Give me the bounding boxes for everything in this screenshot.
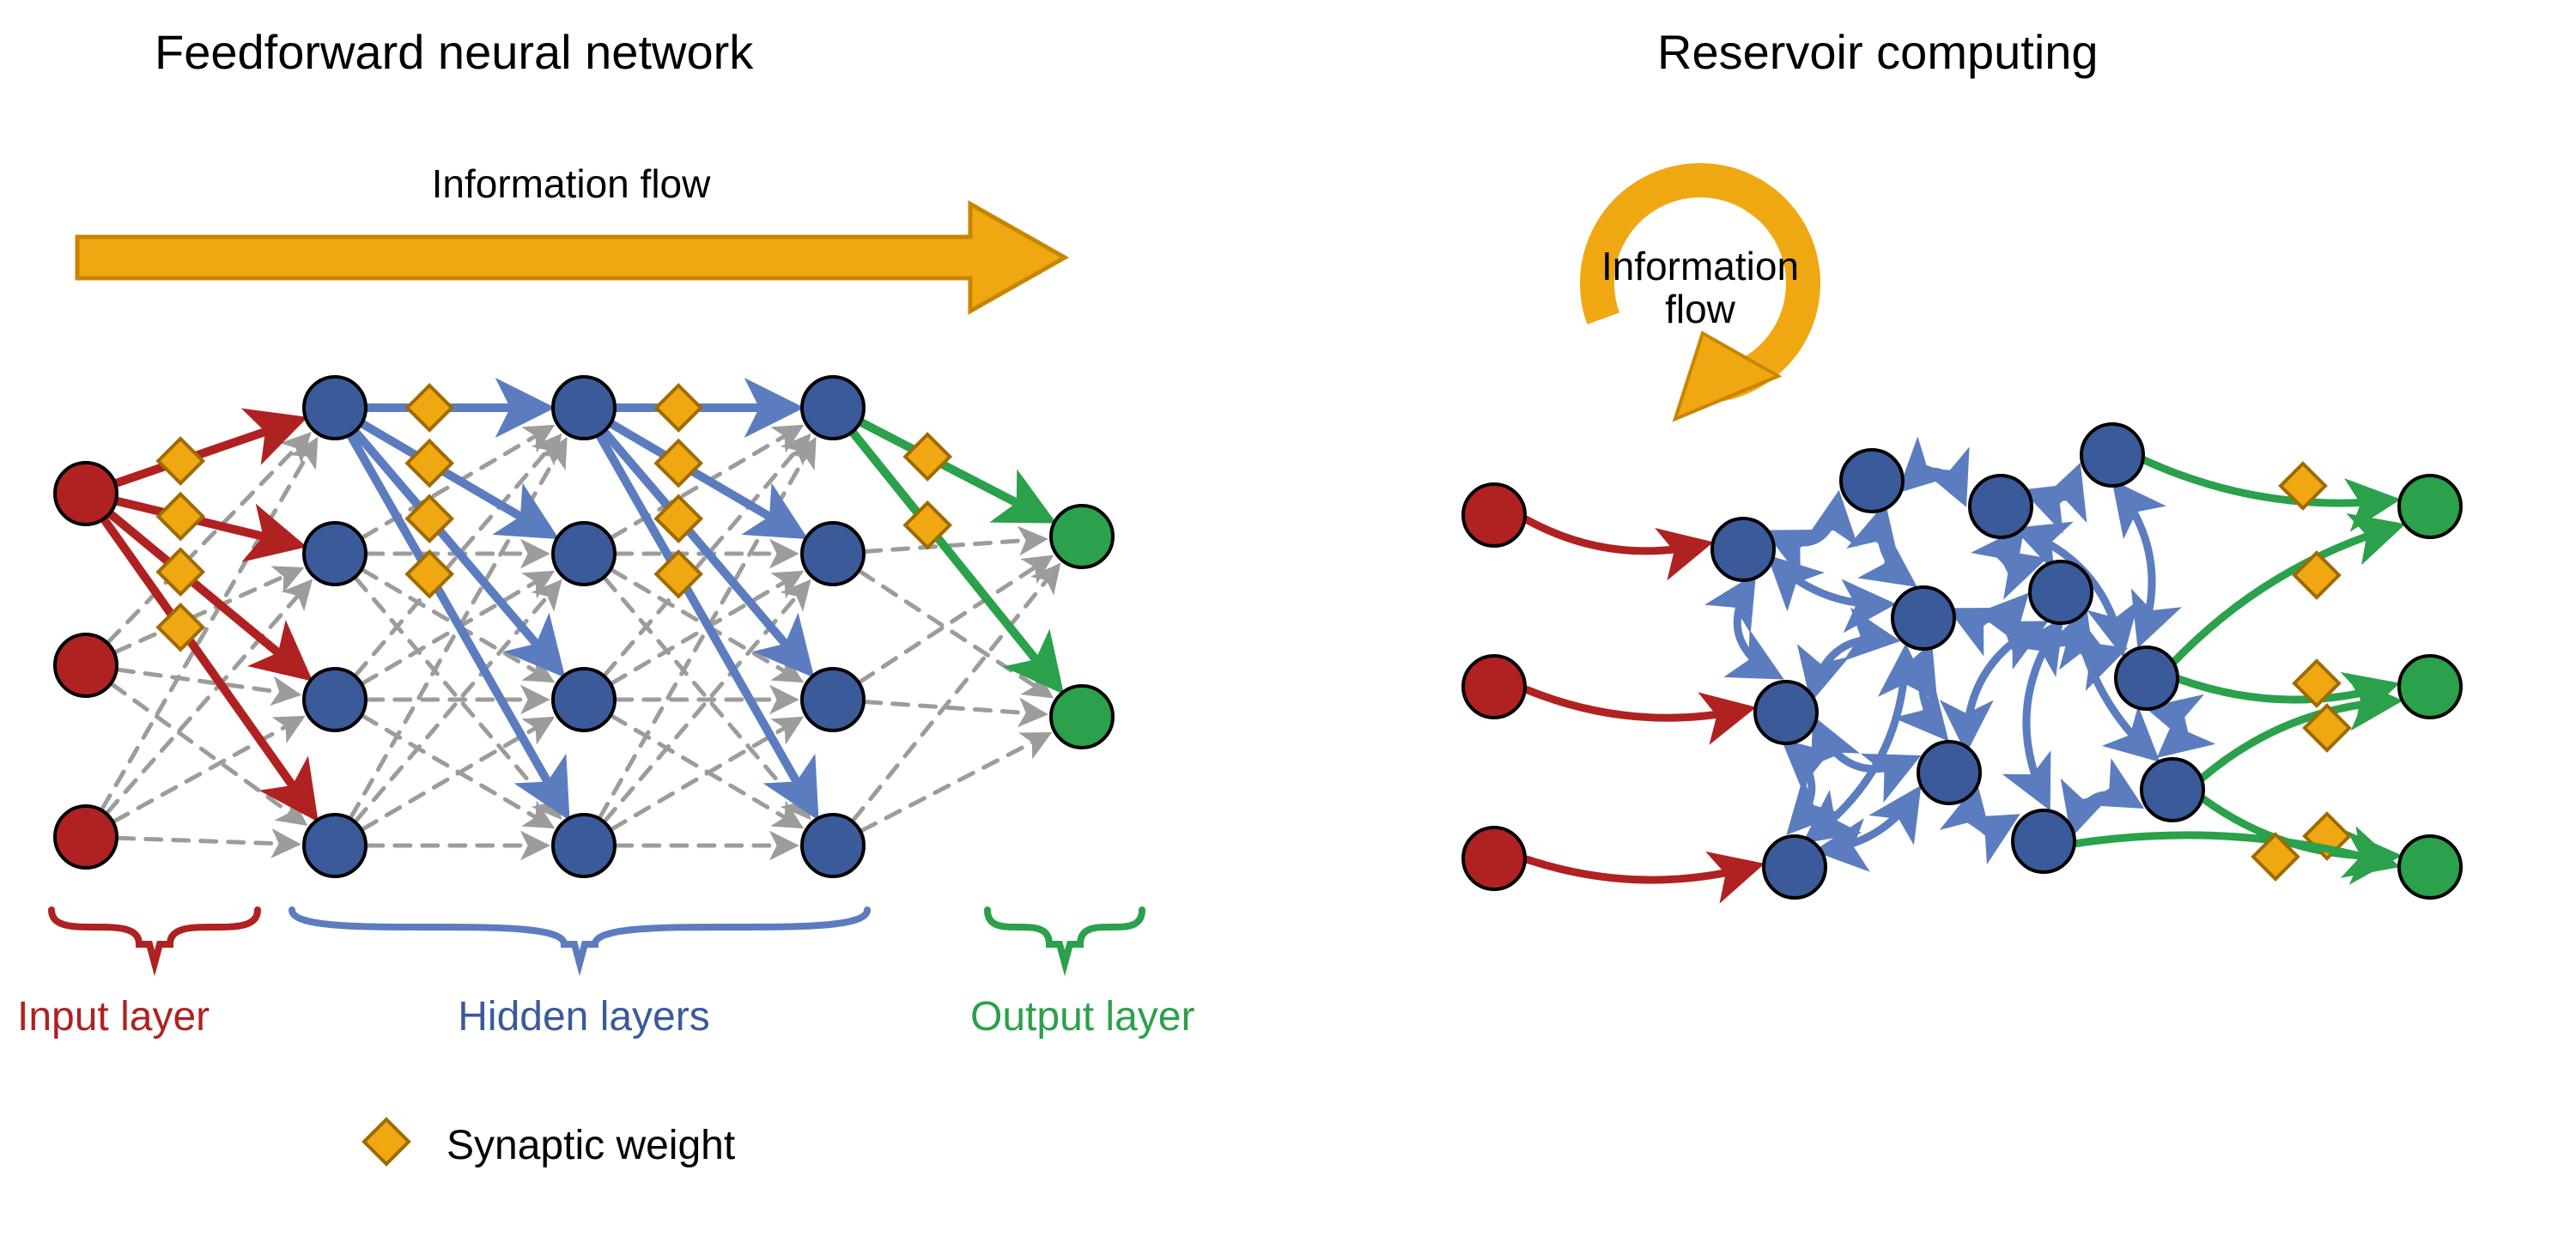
rc-hidden-node bbox=[1970, 476, 2032, 537]
synaptic-weight-icon bbox=[364, 1119, 409, 1164]
synaptic-weight-icon bbox=[158, 439, 203, 483]
info-flow-label-right-1: Information bbox=[1601, 244, 1799, 288]
rc-hidden-node bbox=[2142, 759, 2203, 821]
ff-hidden-node bbox=[802, 815, 864, 876]
rc-input-node bbox=[1463, 828, 1525, 889]
ff-hidden-node bbox=[553, 669, 615, 731]
input-layer-label: Input layer bbox=[17, 994, 210, 1040]
info-flow-label-left: Information flow bbox=[432, 161, 711, 206]
synaptic-weight-icon bbox=[158, 494, 203, 539]
synaptic-weight-icon bbox=[656, 385, 701, 430]
rc-output-node bbox=[2399, 656, 2461, 718]
rc-input-node bbox=[1463, 484, 1525, 546]
synaptic-weight-icon bbox=[2294, 553, 2339, 597]
rc-hidden-node bbox=[1841, 450, 1903, 512]
ff-output-node bbox=[1051, 686, 1113, 748]
hidden-layers-label: Hidden layers bbox=[458, 994, 709, 1040]
synaptic-weight-icon bbox=[656, 441, 701, 486]
rc-hidden-node bbox=[1918, 742, 1980, 803]
ff-input-node bbox=[55, 463, 117, 524]
rc-output-node bbox=[2399, 836, 2461, 898]
rc-hidden-node bbox=[2081, 424, 2143, 486]
brace bbox=[52, 910, 258, 963]
ff-hidden-node bbox=[802, 377, 864, 439]
ff-hidden-node bbox=[304, 523, 366, 585]
right-title: Reservoir computing bbox=[1657, 25, 2099, 79]
ff-hidden-node bbox=[553, 815, 615, 876]
rc-hidden-node bbox=[2030, 561, 2092, 623]
rc-hidden-node bbox=[1755, 682, 1817, 743]
rc-hidden-node bbox=[1712, 518, 1774, 580]
ff-input-node bbox=[55, 806, 117, 868]
ff-hidden-node bbox=[802, 669, 864, 731]
info-flow-label-right-2: flow bbox=[1665, 287, 1736, 331]
synaptic-weight-icon bbox=[407, 385, 452, 430]
rc-output-node bbox=[2399, 476, 2461, 537]
ff-hidden-node bbox=[802, 523, 864, 585]
synaptic-weight-icon bbox=[905, 434, 950, 479]
synaptic-weight-icon bbox=[656, 552, 701, 597]
ff-input-node bbox=[55, 634, 117, 696]
output-layer-label: Output layer bbox=[970, 994, 1194, 1040]
rc-hidden-node bbox=[1764, 836, 1826, 898]
rc-hidden-node bbox=[2116, 647, 2178, 709]
information-flow-arrow bbox=[77, 204, 1065, 312]
ff-hidden-node bbox=[304, 377, 366, 439]
rc-hidden-node bbox=[1893, 587, 1954, 649]
brace bbox=[987, 910, 1142, 963]
ff-hidden-node bbox=[304, 815, 366, 876]
ff-output-node bbox=[1051, 506, 1113, 567]
synaptic-weight-icon bbox=[407, 552, 452, 597]
left-title: Feedforward neural network bbox=[155, 25, 754, 79]
synaptic-weight-icon bbox=[407, 441, 452, 486]
ff-hidden-node bbox=[553, 523, 615, 585]
synaptic-weight-icon bbox=[2305, 706, 2349, 750]
brace bbox=[292, 910, 867, 963]
ff-hidden-node bbox=[553, 377, 615, 439]
synaptic-weight-label: Synaptic weight bbox=[447, 1123, 735, 1168]
rc-input-node bbox=[1463, 656, 1525, 718]
rc-hidden-node bbox=[2013, 810, 2075, 872]
ff-hidden-node bbox=[304, 669, 366, 731]
